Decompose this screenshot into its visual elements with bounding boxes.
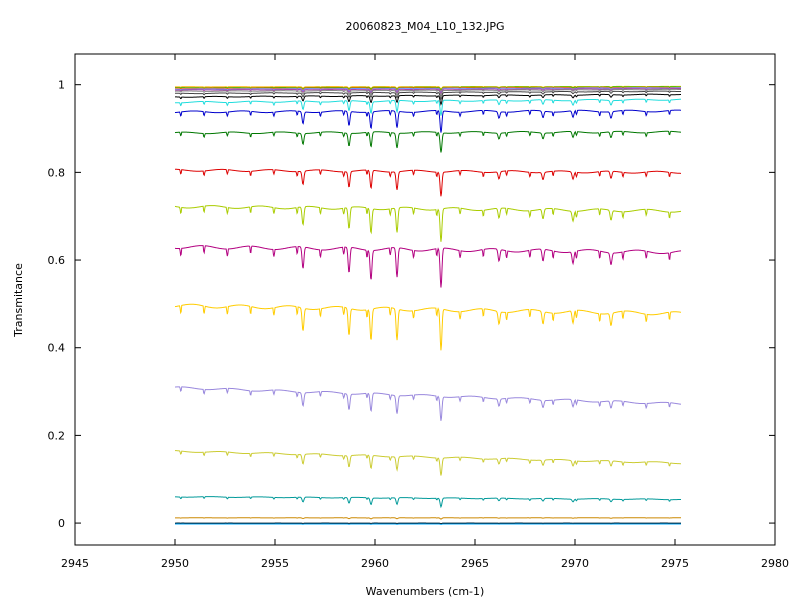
series-line-6 <box>174 88 682 97</box>
series-line-4 <box>174 87 682 93</box>
x-tick-label: 2975 <box>661 557 689 570</box>
x-tick-label: 2980 <box>761 557 789 570</box>
series-line-17 <box>174 450 682 476</box>
y-tick-label: 0.8 <box>48 166 66 179</box>
y-tick-label: 0 <box>58 517 65 530</box>
y-tick-label: 0.6 <box>48 254 66 267</box>
series-line-7 <box>175 90 681 101</box>
axis-ticks: 2945 2950 2955 2960 2965 2970 2975 2980 0 0.2 0.4 0… <box>48 54 789 570</box>
x-tick-label: 2950 <box>161 557 189 570</box>
x-tick-label: 2970 <box>561 557 589 570</box>
chart-title: 20060823_M04_L10_132.JPG <box>346 20 505 33</box>
series-line-14 <box>174 245 682 288</box>
x-tick-label: 2960 <box>361 557 389 570</box>
x-tick-label: 2965 <box>461 557 489 570</box>
series-line-8 <box>174 93 682 106</box>
series-line-12 <box>174 168 682 197</box>
series-line-9 <box>174 98 682 116</box>
series-line-19 <box>175 517 681 520</box>
series-line-15 <box>174 303 682 351</box>
y-tick-label: 0.4 <box>48 342 66 355</box>
series-line-11 <box>174 130 682 153</box>
series-line-10 <box>174 109 682 133</box>
y-tick-label: 0.2 <box>48 429 66 442</box>
series-line-5 <box>175 87 682 95</box>
series-layer <box>174 85 682 525</box>
plot-frame <box>74 53 776 546</box>
y-axis-label: Transmitance <box>12 263 25 338</box>
x-tick-label: 2955 <box>261 557 289 570</box>
x-tick-label: 2945 <box>61 557 89 570</box>
series-line-16 <box>174 386 682 421</box>
series-line-13 <box>174 205 682 242</box>
x-axis-label: Wavenumbers (cm-1) <box>366 585 485 598</box>
y-tick-label: 1 <box>58 79 65 92</box>
series-line-18 <box>174 496 682 509</box>
